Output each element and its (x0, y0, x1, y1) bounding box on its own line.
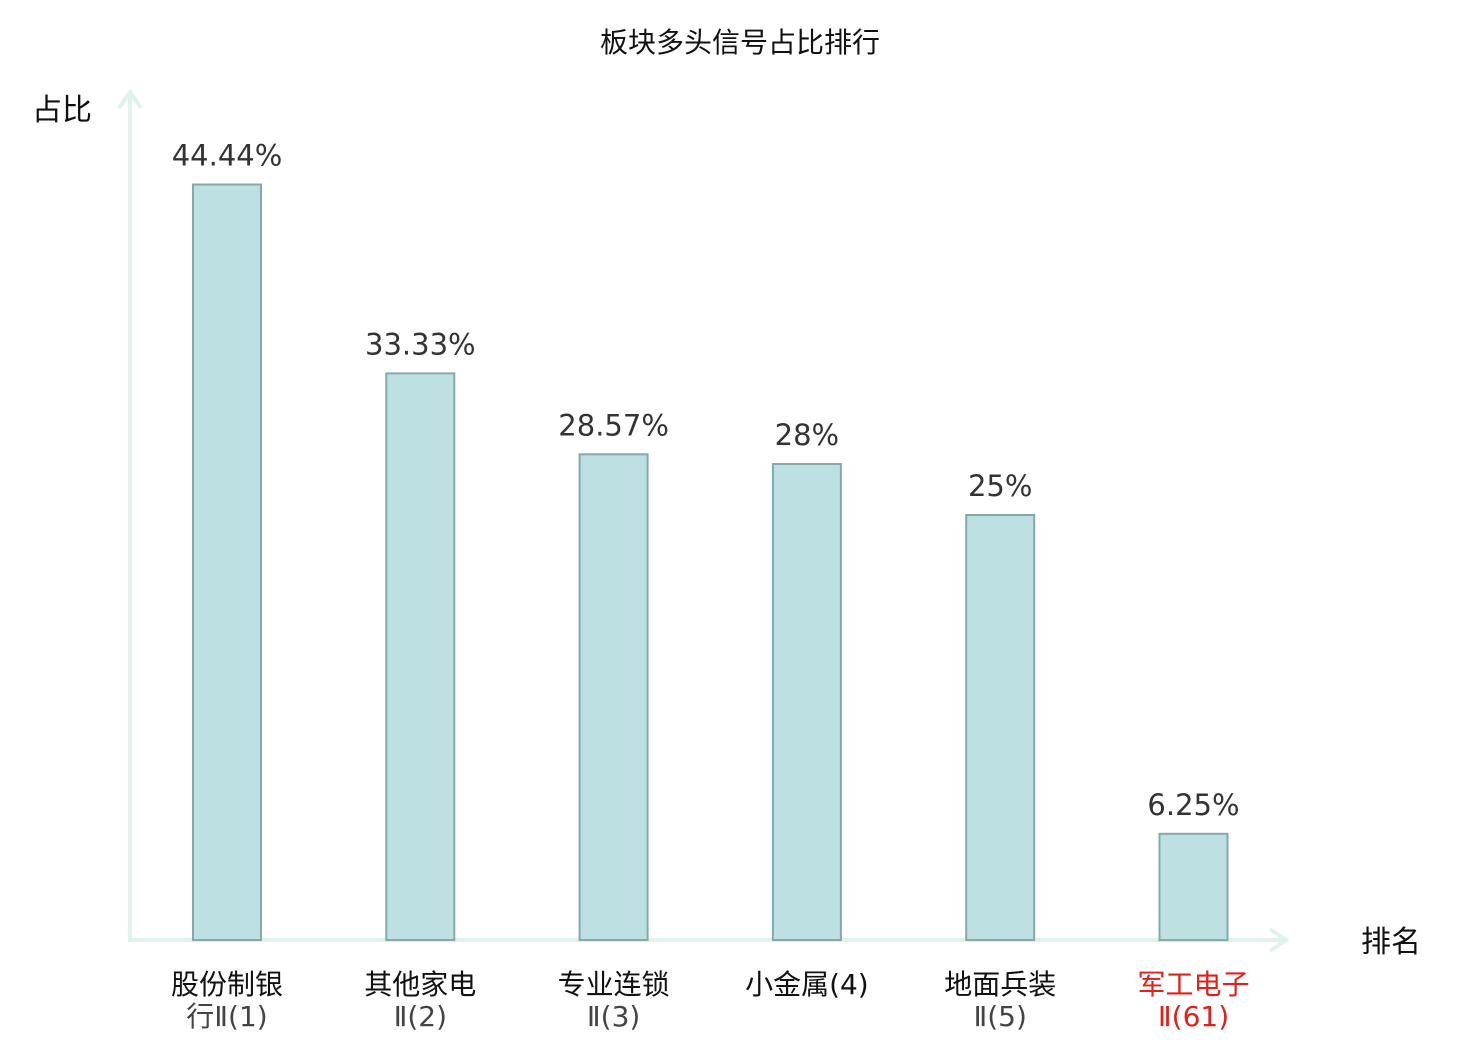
bars-layer: 44.44%股份制银行Ⅱ(1)33.33%其他家电Ⅱ(2)28.57%专业连锁Ⅱ… (171, 139, 1250, 1034)
bar (965, 514, 1036, 941)
x-tick-label-line2: Ⅱ(2) (394, 1000, 447, 1033)
data-label: 33.33% (365, 327, 476, 361)
data-label: 44.44% (172, 139, 283, 173)
bar (771, 463, 842, 941)
x-axis-label: 排名 (1361, 925, 1421, 960)
x-axis-arrow-icon (1268, 927, 1290, 953)
data-label: 28.57% (558, 408, 669, 442)
y-axis-arrow-icon (117, 88, 143, 110)
y-axis-label: 占比 (32, 93, 92, 128)
x-tick-label-line2: Ⅱ(61) (1158, 1000, 1229, 1033)
x-tick-label: 小金属(4) (745, 968, 869, 1001)
data-label: 25% (968, 469, 1032, 503)
bar (1158, 832, 1229, 942)
x-tick-label-line2: 行Ⅱ(1) (186, 1000, 267, 1033)
x-tick-label: 地面兵装 (944, 968, 1056, 1001)
x-tick-label: 军工电子 (1137, 968, 1249, 1001)
x-tick-label: 股份制银 (171, 968, 283, 1001)
x-tick-label: 其他家电 (364, 968, 476, 1001)
bar (385, 372, 456, 941)
x-tick-label-line2: Ⅱ(5) (973, 1000, 1026, 1033)
chart-title: 板块多头信号占比排行 (600, 26, 880, 59)
bar (578, 453, 649, 941)
x-tick-label-line2: Ⅱ(3) (587, 1000, 640, 1033)
bar (192, 183, 262, 941)
data-label: 6.25% (1147, 788, 1239, 822)
data-label: 28% (775, 418, 839, 452)
x-tick-label: 专业连锁 (558, 968, 670, 1001)
